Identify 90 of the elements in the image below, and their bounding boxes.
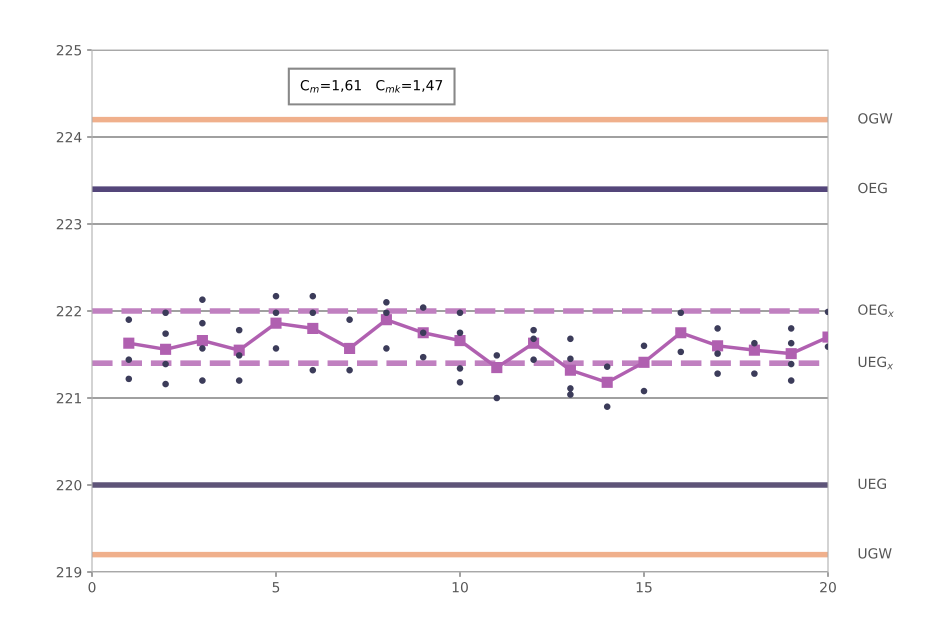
point: [199, 320, 206, 326]
point: [456, 365, 464, 372]
point: [236, 377, 242, 384]
point: [788, 377, 794, 384]
point: [788, 360, 794, 368]
y-tick-label: 222: [56, 306, 81, 316]
point: [199, 345, 206, 352]
ref-line-label: OGW: [858, 113, 892, 124]
x-tick-label: 20: [820, 582, 836, 592]
point: [346, 316, 353, 323]
point: [383, 345, 390, 352]
annotation: C$_{m}$=1,61 C$_{mk}$=1,47: [300, 80, 442, 93]
point: [712, 340, 724, 352]
point: [714, 350, 721, 357]
x-tick-label: 0: [88, 582, 96, 592]
point: [567, 385, 574, 392]
point: [162, 330, 169, 337]
point: [604, 363, 610, 370]
point: [160, 344, 172, 355]
point: [420, 354, 426, 360]
point: [272, 345, 280, 352]
point: [307, 322, 318, 334]
point: [272, 309, 280, 316]
point: [456, 309, 464, 316]
point: [236, 352, 242, 359]
ref-line-label: UEG: [858, 478, 886, 490]
point: [491, 362, 502, 374]
point: [456, 379, 464, 386]
point: [567, 391, 574, 398]
point: [272, 292, 280, 300]
point: [678, 348, 684, 356]
point: [162, 309, 169, 316]
point: [270, 318, 282, 329]
point: [346, 366, 353, 374]
point: [456, 329, 464, 336]
point: [199, 296, 206, 303]
point: [564, 364, 576, 376]
x-tick-label: 10: [452, 582, 468, 592]
point: [567, 336, 574, 342]
point: [383, 299, 390, 306]
point: [310, 309, 316, 316]
point: [751, 370, 758, 377]
y-tick-label: 224: [56, 132, 82, 142]
y-tick-label: 225: [56, 44, 82, 56]
point: [126, 316, 132, 323]
point: [199, 377, 206, 384]
point: [236, 326, 242, 334]
y-tick-label: 220: [56, 480, 82, 490]
y-tick-label: 221: [56, 392, 81, 404]
point: [420, 304, 426, 311]
x-tick-label: 15: [636, 582, 652, 592]
point: [162, 380, 169, 388]
y-tick-label: 223: [56, 218, 82, 230]
point: [162, 360, 169, 368]
ref-line-label: OEG$_{x}$: [858, 304, 894, 318]
point: [714, 325, 721, 332]
point: [454, 335, 466, 346]
point: [530, 336, 537, 342]
point: [640, 388, 648, 394]
point: [748, 344, 760, 356]
point: [530, 326, 537, 334]
point: [530, 356, 537, 364]
point: [786, 348, 797, 360]
point: [675, 327, 686, 338]
point: [126, 376, 132, 382]
point: [788, 340, 794, 346]
point: [494, 394, 500, 402]
ref-line-label: UEG$_{x}$: [858, 356, 894, 370]
point: [567, 356, 574, 362]
point: [494, 352, 500, 359]
point: [640, 342, 648, 350]
ref-line-label: UGW: [858, 548, 892, 559]
point: [678, 309, 684, 316]
ref-line-label: OEG: [858, 182, 887, 194]
point: [383, 309, 390, 316]
point: [196, 335, 208, 346]
point: [602, 376, 613, 388]
point: [788, 325, 794, 332]
point: [126, 356, 132, 364]
point: [344, 342, 356, 354]
point: [638, 356, 650, 368]
point: [714, 370, 721, 377]
point: [310, 292, 316, 300]
point: [123, 338, 134, 349]
point: [380, 314, 392, 326]
y-tick-label: 219: [56, 566, 82, 578]
point: [310, 366, 316, 374]
point: [604, 403, 610, 410]
x-tick-label: 5: [272, 582, 280, 592]
point: [751, 340, 758, 346]
